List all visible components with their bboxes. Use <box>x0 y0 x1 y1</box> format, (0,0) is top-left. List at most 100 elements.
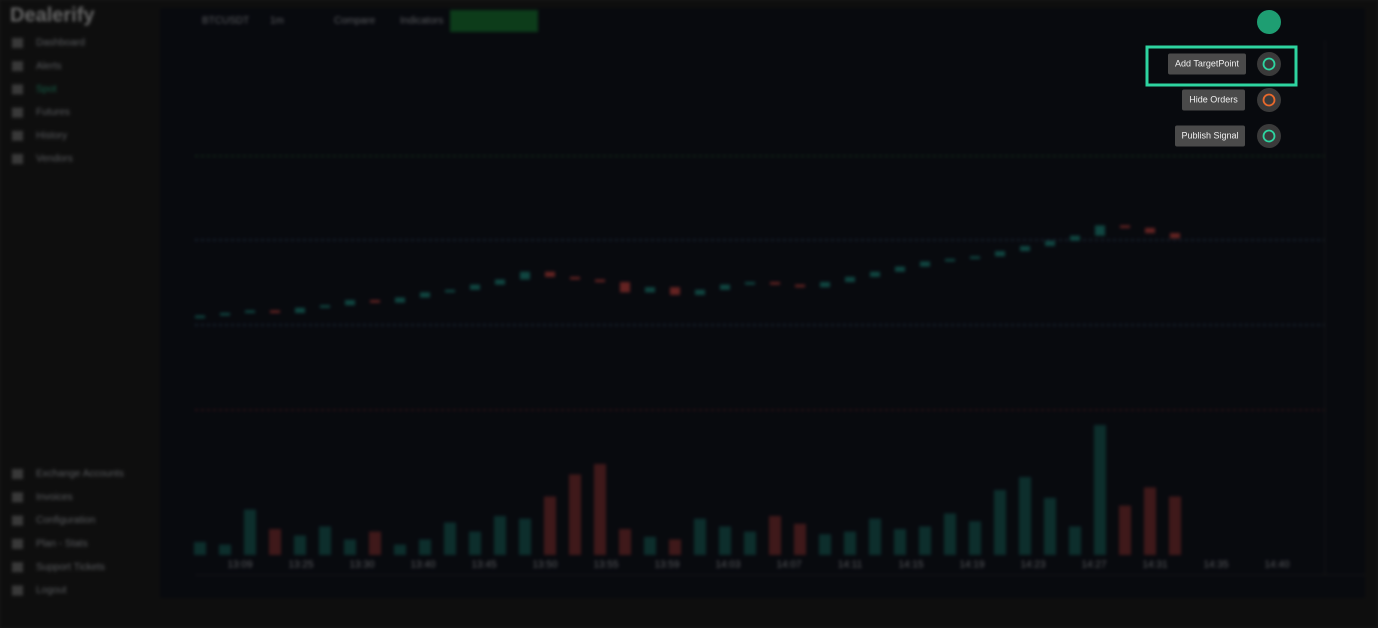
time-label: 14:11 <box>838 560 863 571</box>
candle <box>295 307 305 313</box>
time-label: 13:50 <box>532 560 557 571</box>
action-icon[interactable] <box>1257 52 1281 76</box>
volume-bar <box>794 523 806 555</box>
candle <box>895 266 905 272</box>
volume-bar <box>519 518 531 555</box>
brand: Dealerify <box>10 4 95 26</box>
volume-bar <box>469 531 481 555</box>
candle <box>520 271 530 280</box>
action-label: Hide Orders <box>1189 94 1238 104</box>
candle <box>695 289 705 295</box>
toolbar-item[interactable]: Compare <box>334 16 376 27</box>
nav-item[interactable]: Dashboard <box>36 38 85 49</box>
candle <box>220 312 230 316</box>
volume-bar <box>1044 497 1056 555</box>
time-label: 13:55 <box>593 560 618 571</box>
time-label: 14:27 <box>1081 560 1106 571</box>
toolbar-badge <box>450 10 538 32</box>
candle <box>595 279 605 283</box>
nav-icon <box>12 130 23 141</box>
time-label: 14:40 <box>1264 560 1289 571</box>
volume-bar <box>319 526 331 555</box>
time-label: 14:23 <box>1020 560 1045 571</box>
action-button[interactable] <box>1175 125 1245 147</box>
time-label: 13:09 <box>227 560 252 571</box>
nav-item[interactable]: Support Tickets <box>36 562 105 573</box>
nav-icon <box>12 515 23 526</box>
volume-bar <box>544 496 556 555</box>
volume-bar <box>944 513 956 555</box>
candle <box>370 300 380 303</box>
volume-bar <box>969 521 981 555</box>
nav-item[interactable]: Configuration <box>36 515 95 526</box>
time-label: 13:45 <box>471 560 496 571</box>
action-icon[interactable] <box>1257 124 1281 148</box>
candle <box>1170 233 1180 239</box>
action-button[interactable] <box>1168 53 1246 75</box>
time-label: 13:59 <box>654 560 679 571</box>
nav-item[interactable]: Futures <box>36 107 70 118</box>
highlight <box>1145 45 1298 87</box>
candle <box>320 305 330 308</box>
volume-bar <box>819 534 831 555</box>
candle <box>570 276 580 280</box>
candle <box>495 279 505 285</box>
candle <box>420 292 430 298</box>
candle <box>920 261 930 267</box>
time-label: 14:31 <box>1142 560 1167 571</box>
nav-icon <box>12 492 23 503</box>
time-label: 14:19 <box>959 560 984 571</box>
nav-item[interactable]: Exchange Accounts <box>36 469 124 480</box>
volume-bar <box>594 464 606 555</box>
nav-item[interactable]: Vendors <box>36 154 73 165</box>
volume-bar <box>244 509 256 555</box>
candle <box>670 287 680 295</box>
nav-item[interactable]: Alerts <box>36 61 62 72</box>
time-label: 14:35 <box>1203 560 1228 571</box>
volume-bar <box>1069 526 1081 555</box>
volume-bar <box>494 516 506 555</box>
toolbar-item[interactable]: Indicators <box>400 16 443 27</box>
candle <box>395 297 405 303</box>
toolbar-item[interactable]: BTCUSDT <box>202 16 249 27</box>
action-glyph <box>1262 129 1276 143</box>
nav-item[interactable]: Invoices <box>36 492 73 503</box>
nav-item[interactable]: Spot <box>36 84 57 95</box>
volume-bar <box>919 526 931 555</box>
volume-bar <box>569 474 581 555</box>
candle <box>545 271 555 277</box>
candle <box>620 282 630 293</box>
action-icon[interactable] <box>1257 88 1281 112</box>
volume-bar <box>619 529 631 555</box>
toolbar-item[interactable]: 1m <box>270 16 284 27</box>
candle <box>1145 227 1155 234</box>
menu-button[interactable] <box>1257 10 1281 34</box>
nav-icon <box>12 61 23 72</box>
candle <box>1070 235 1080 241</box>
volume-bar <box>894 529 906 555</box>
volume-bar <box>1119 505 1131 555</box>
nav-item[interactable]: Plan - Stats <box>36 539 88 550</box>
candle <box>770 282 780 285</box>
candle <box>1045 240 1055 246</box>
volume-bar <box>419 539 431 555</box>
action-button[interactable] <box>1182 89 1245 111</box>
time-label: 14:03 <box>715 560 740 571</box>
volume-bar <box>219 544 231 555</box>
candle <box>995 251 1005 257</box>
time-label: 13:40 <box>410 560 435 571</box>
candle <box>195 315 205 319</box>
time-label: 13:25 <box>288 560 313 571</box>
candle <box>870 271 880 277</box>
candle <box>1120 225 1130 228</box>
nav-item[interactable]: Logout <box>36 585 67 596</box>
action-glyph <box>1262 57 1276 71</box>
volume-bar <box>1094 425 1106 555</box>
nav-item[interactable]: History <box>36 130 67 141</box>
volume-bar <box>769 516 781 555</box>
candle <box>745 282 755 285</box>
volume-bar <box>719 526 731 555</box>
